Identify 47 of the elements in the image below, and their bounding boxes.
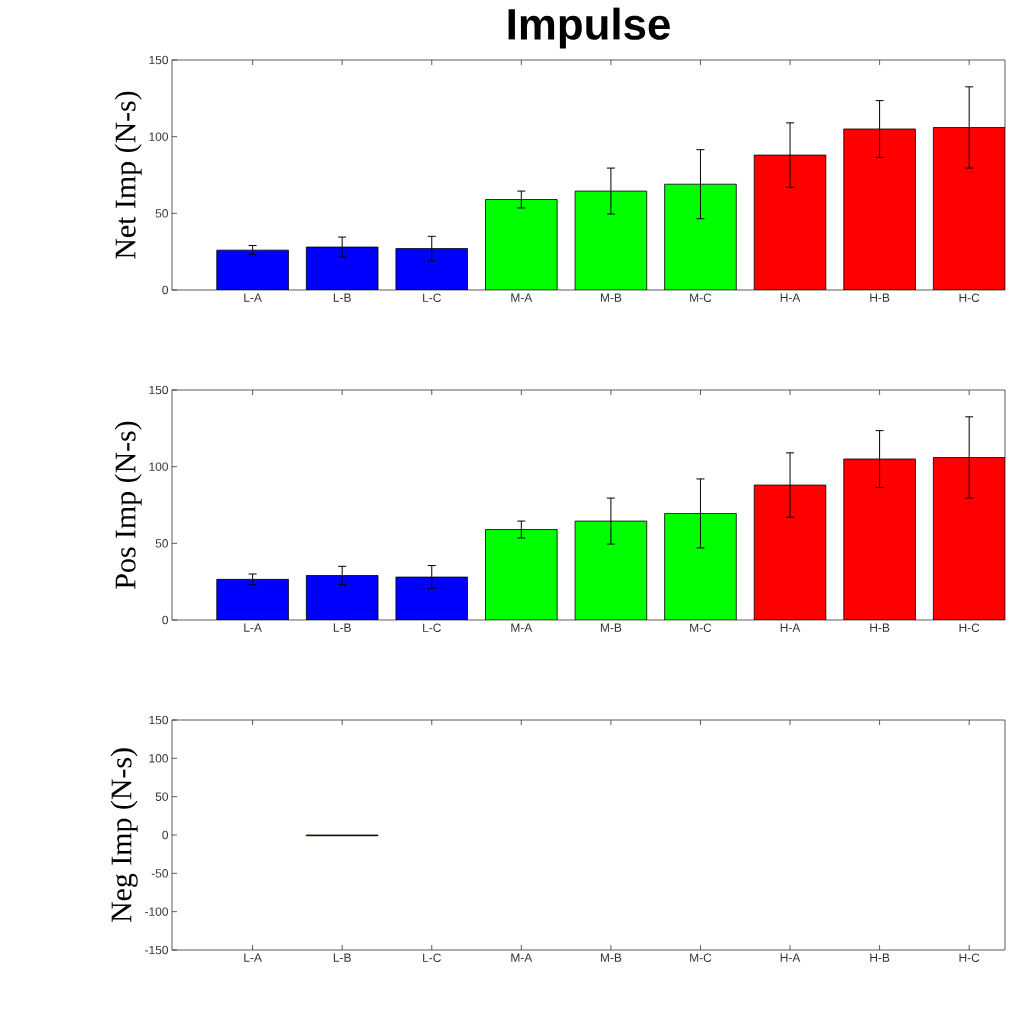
y-tick-label: 100 bbox=[149, 754, 169, 763]
x-tick-label: L-C bbox=[423, 623, 441, 632]
y-tick-label: 150 bbox=[149, 715, 169, 725]
x-tick-label: L-B bbox=[333, 623, 351, 632]
x-tick-label: M-C bbox=[690, 623, 712, 632]
x-tick-label: L-B bbox=[333, 953, 351, 962]
y-axis-title: Net Imp (N-s) bbox=[114, 91, 142, 259]
chart-title: Impulse bbox=[508, 7, 670, 49]
x-tick-label: L-A bbox=[244, 293, 262, 302]
y-tick-label: 100 bbox=[149, 462, 169, 471]
x-tick-label: L-C bbox=[423, 953, 441, 962]
bar bbox=[664, 513, 737, 620]
y-tick-label: 50 bbox=[155, 539, 169, 548]
x-tick-label: L-A bbox=[244, 623, 262, 632]
x-tick-label: M-C bbox=[690, 953, 712, 962]
x-tick-label: H-C bbox=[959, 293, 980, 302]
y-tick-label: -50 bbox=[151, 869, 169, 878]
y-tick-label: -100 bbox=[145, 907, 169, 916]
y-tick-label: 0 bbox=[162, 615, 169, 625]
y-tick-label: 50 bbox=[155, 209, 169, 218]
x-tick-label: H-C bbox=[959, 623, 980, 632]
x-tick-label: H-A bbox=[780, 623, 801, 632]
x-tick-label: M-B bbox=[600, 953, 622, 962]
x-tick-label: M-B bbox=[600, 293, 622, 302]
y-tick-label: 150 bbox=[149, 385, 169, 395]
x-tick-label: M-B bbox=[600, 623, 622, 632]
y-tick-label: 150 bbox=[149, 55, 169, 65]
x-tick-label: M-A bbox=[511, 293, 533, 302]
y-tick-label: 100 bbox=[149, 132, 169, 141]
x-tick-label: H-A bbox=[780, 953, 801, 962]
x-tick-label: L-C bbox=[423, 293, 441, 302]
x-tick-label: H-C bbox=[959, 953, 980, 962]
y-tick-label: 0 bbox=[162, 830, 169, 840]
x-tick-label: M-C bbox=[690, 293, 712, 302]
x-tick-label: L-A bbox=[244, 953, 262, 962]
x-tick-label: H-B bbox=[870, 623, 890, 632]
x-tick-label: H-B bbox=[870, 293, 890, 302]
y-tick-label: 0 bbox=[162, 285, 169, 295]
x-tick-label: H-B bbox=[870, 953, 890, 962]
x-tick-label: L-B bbox=[333, 293, 351, 302]
y-tick-label: 50 bbox=[155, 792, 169, 801]
x-tick-label: H-A bbox=[780, 293, 801, 302]
y-axis-title: Pos Imp (N-s) bbox=[114, 421, 142, 589]
y-tick-label: -150 bbox=[145, 945, 169, 955]
x-tick-label: M-A bbox=[511, 953, 533, 962]
x-tick-label: M-A bbox=[511, 623, 533, 632]
y-axis-title: Neg Imp (N-s) bbox=[110, 748, 138, 923]
